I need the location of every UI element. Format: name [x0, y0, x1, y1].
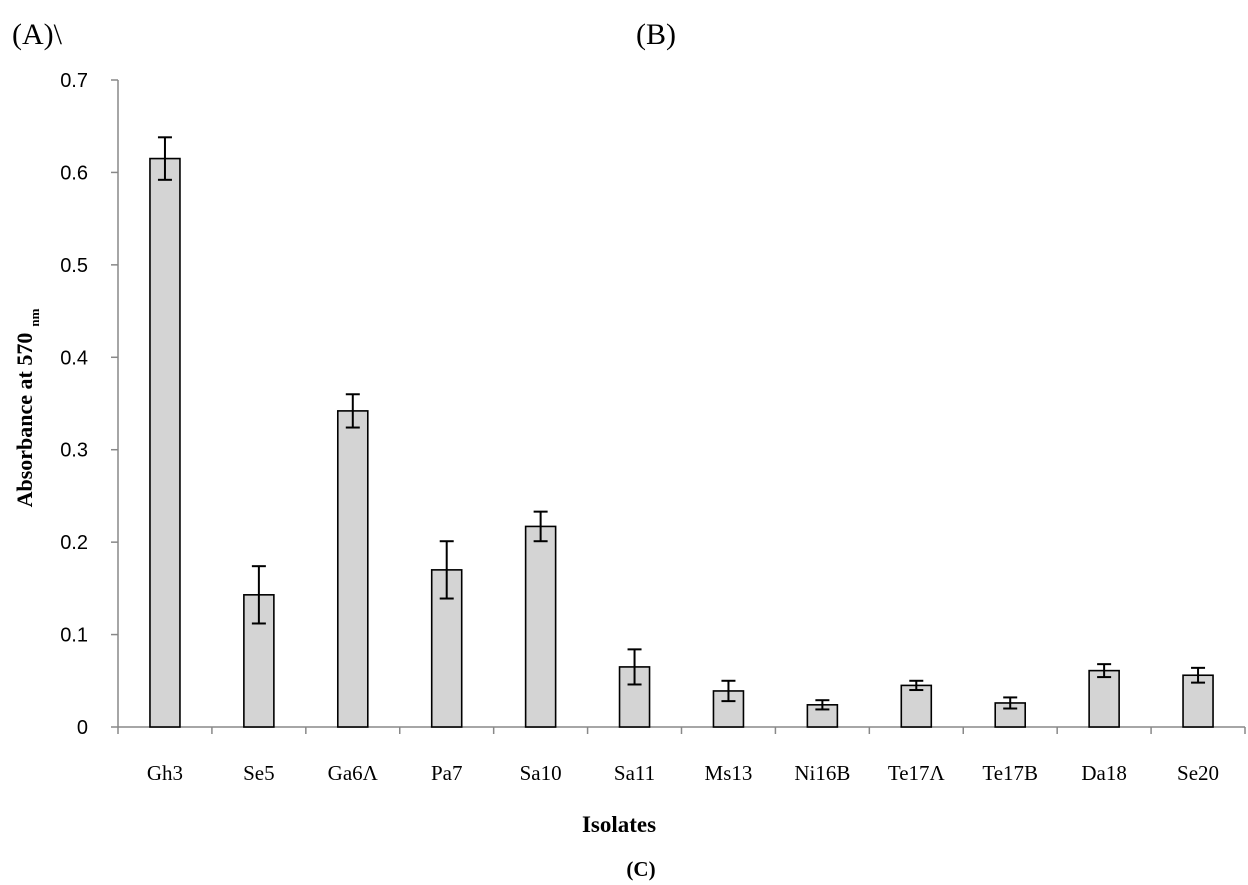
y-tick-label: 0.1	[60, 625, 88, 647]
y-axis-title-subscript: nm	[27, 308, 42, 326]
bar	[149, 157, 181, 728]
bar	[336, 410, 369, 728]
x-axis: Gh3 Se5 Ga6Λ Pa7 Sa10 Sa11 Ms13 Ni16B Te17Λ Te17B…	[117, 726, 1246, 785]
y-tick-label: 0.5	[60, 255, 88, 277]
x-tick-label: Sa11	[614, 761, 655, 785]
y-tick-label: 0.4	[60, 347, 88, 369]
y-tick-label: 0	[77, 717, 88, 739]
y-tick-label: 0.6	[60, 162, 88, 184]
y-axis: 0 0.1 0.2 0.3 0.4 0.5 0.6 0.7	[60, 70, 119, 739]
panel-label-b: (B)	[636, 18, 676, 51]
x-tick-label: Se20	[1177, 761, 1219, 785]
x-tick-label: Da18	[1081, 761, 1127, 785]
x-axis-title: Isolates	[582, 812, 656, 837]
y-axis-title-main: Absorbance at 570	[12, 333, 37, 508]
y-axis-title: Absorbance at 570 nm	[12, 308, 42, 507]
x-tick-label: Pa7	[431, 761, 463, 785]
bar	[900, 684, 933, 728]
bar	[1182, 674, 1214, 728]
x-tick-label: Gh3	[147, 761, 183, 785]
panel-label-c: (C)	[626, 857, 655, 881]
y-tick-label: 0.2	[60, 532, 88, 554]
x-tick-label: Ms13	[705, 761, 753, 785]
y-tick-label: 0.3	[60, 440, 88, 462]
x-tick-label: Se5	[243, 761, 275, 785]
bars	[149, 136, 1214, 728]
x-tick-label: Te17B	[982, 761, 1038, 785]
panel-label-a: (A)\	[12, 18, 63, 51]
x-tick-label: Ni16B	[794, 761, 850, 785]
bar	[1088, 669, 1120, 728]
x-tick-label: Sa10	[520, 761, 562, 785]
x-tick-label: Te17Λ	[888, 761, 946, 785]
bar	[712, 690, 745, 728]
x-tick-label: Ga6Λ	[328, 761, 379, 785]
y-tick-label: 0.7	[60, 70, 88, 92]
bar	[524, 525, 557, 728]
